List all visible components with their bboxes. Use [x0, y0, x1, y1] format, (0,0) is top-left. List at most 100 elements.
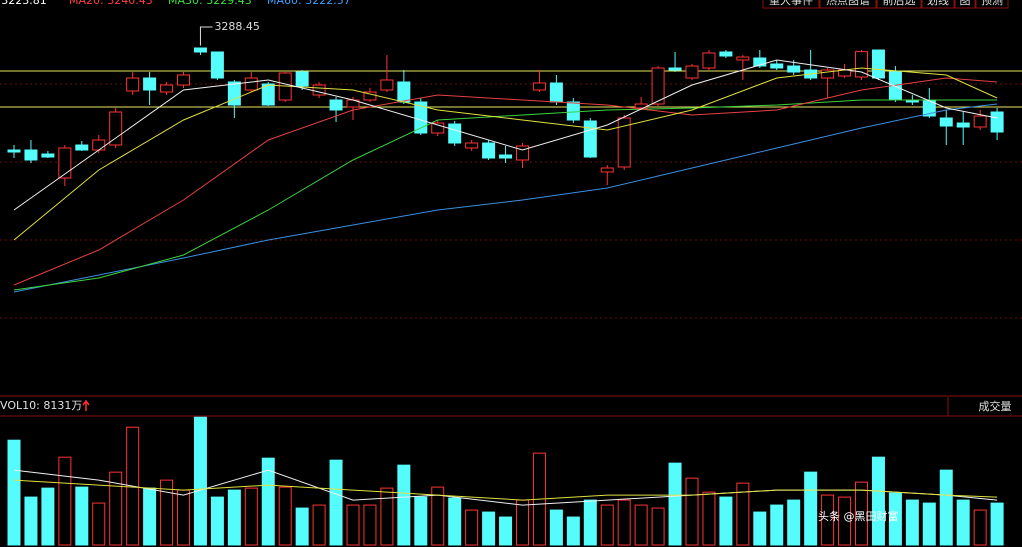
candle-body	[668, 67, 682, 71]
volume-bar	[244, 487, 258, 546]
candle-body	[210, 51, 224, 79]
candle-body	[380, 79, 394, 91]
candle-body	[295, 71, 309, 87]
volume-bar	[956, 499, 970, 546]
volume-bar	[24, 496, 38, 546]
toolbar-button[interactable]	[921, 0, 955, 9]
volume-title: 成交量	[979, 399, 1012, 413]
annotation-pointer	[199, 26, 213, 46]
volume-bar	[109, 471, 123, 546]
candle-body	[160, 84, 174, 93]
volume-bar	[143, 487, 157, 546]
volume-bar	[92, 502, 106, 546]
volume-bar	[753, 511, 767, 546]
volume-bar	[193, 416, 207, 546]
candle-body	[75, 144, 89, 151]
volume-bar	[973, 509, 987, 546]
volume-label: VOL10: 8131万	[0, 399, 82, 412]
volume-bar	[888, 492, 902, 546]
candle-body	[871, 49, 885, 79]
ma-line	[13, 99, 998, 291]
volume-bar	[566, 516, 580, 546]
candle-body	[770, 63, 784, 69]
volume-bar	[499, 516, 513, 546]
volume-bar	[719, 496, 733, 546]
candle-body	[41, 153, 55, 158]
candle-body	[600, 167, 614, 173]
volume-bar	[736, 482, 750, 546]
volume-bar	[922, 502, 936, 546]
volume-bar	[41, 487, 55, 546]
toolbar-label[interactable]: 前后选	[883, 0, 916, 7]
volume-bar	[312, 504, 326, 546]
candle-body	[499, 154, 513, 159]
volume-bar	[448, 497, 462, 546]
volume-bar	[7, 439, 21, 546]
toolbar-label[interactable]: 重大事件	[769, 0, 813, 7]
volume-bar	[329, 459, 343, 546]
candle-body	[719, 51, 733, 57]
volume-bar	[380, 487, 394, 546]
candle-body	[329, 99, 343, 111]
volume-bar	[227, 489, 241, 546]
toolbar-button[interactable]	[954, 0, 976, 9]
toolbar-label[interactable]: 图	[960, 0, 971, 7]
candle-body	[143, 77, 157, 91]
candle-body	[448, 123, 462, 144]
volume-ma-line	[13, 479, 998, 501]
candle-body	[566, 101, 580, 121]
toolbar-button[interactable]	[819, 0, 877, 9]
ma-line	[13, 103, 998, 293]
annotation-label: 3288.45	[214, 20, 260, 33]
candle-body	[193, 47, 207, 53]
volume-bar	[482, 511, 496, 546]
volume-bar	[58, 456, 72, 546]
toolbar-label[interactable]: 热点图谱	[826, 0, 870, 7]
candle-body	[532, 82, 546, 91]
volume-bar	[346, 504, 360, 546]
toolbar-button[interactable]	[762, 0, 820, 9]
candle-body	[397, 81, 411, 103]
candle-body	[126, 77, 140, 92]
up-arrow	[82, 399, 90, 411]
volume-bar	[431, 486, 445, 546]
candle-body	[549, 82, 563, 103]
volume-bar	[634, 504, 648, 546]
volume-bar	[787, 499, 801, 546]
candle-body	[939, 117, 953, 127]
volume-bar	[465, 509, 479, 546]
volume-bar	[278, 486, 292, 546]
candle-body	[363, 91, 377, 101]
candle-body	[92, 139, 106, 151]
volume-bar	[397, 464, 411, 546]
volume-bar	[821, 494, 835, 546]
volume-bar	[855, 481, 868, 546]
volume-bar	[804, 471, 818, 546]
candle-body	[227, 81, 241, 106]
toolbar-label[interactable]: 划线	[927, 0, 949, 7]
volume-bar	[668, 462, 682, 546]
volume-bar	[210, 496, 224, 546]
volume-bar	[770, 504, 784, 546]
ma-line	[13, 59, 998, 211]
candle-body	[973, 115, 987, 128]
toolbar-label[interactable]: 预测	[981, 0, 1003, 7]
candle-body	[244, 77, 258, 91]
candle-body	[482, 142, 496, 159]
candle-body	[685, 65, 699, 79]
toolbar-button[interactable]	[975, 0, 1009, 9]
toolbar-button[interactable]	[876, 0, 922, 9]
candle-body	[583, 120, 597, 158]
candle-body	[736, 56, 750, 61]
candle-body	[990, 111, 1004, 133]
volume-bar	[838, 496, 852, 546]
volume-bar	[600, 504, 614, 546]
candle-body	[177, 74, 190, 86]
volume-bar	[702, 491, 716, 546]
volume-bar	[261, 457, 275, 546]
volume-bar	[414, 496, 428, 546]
candle-body	[24, 149, 38, 161]
candle-body	[109, 111, 123, 146]
volume-bar	[549, 509, 563, 546]
